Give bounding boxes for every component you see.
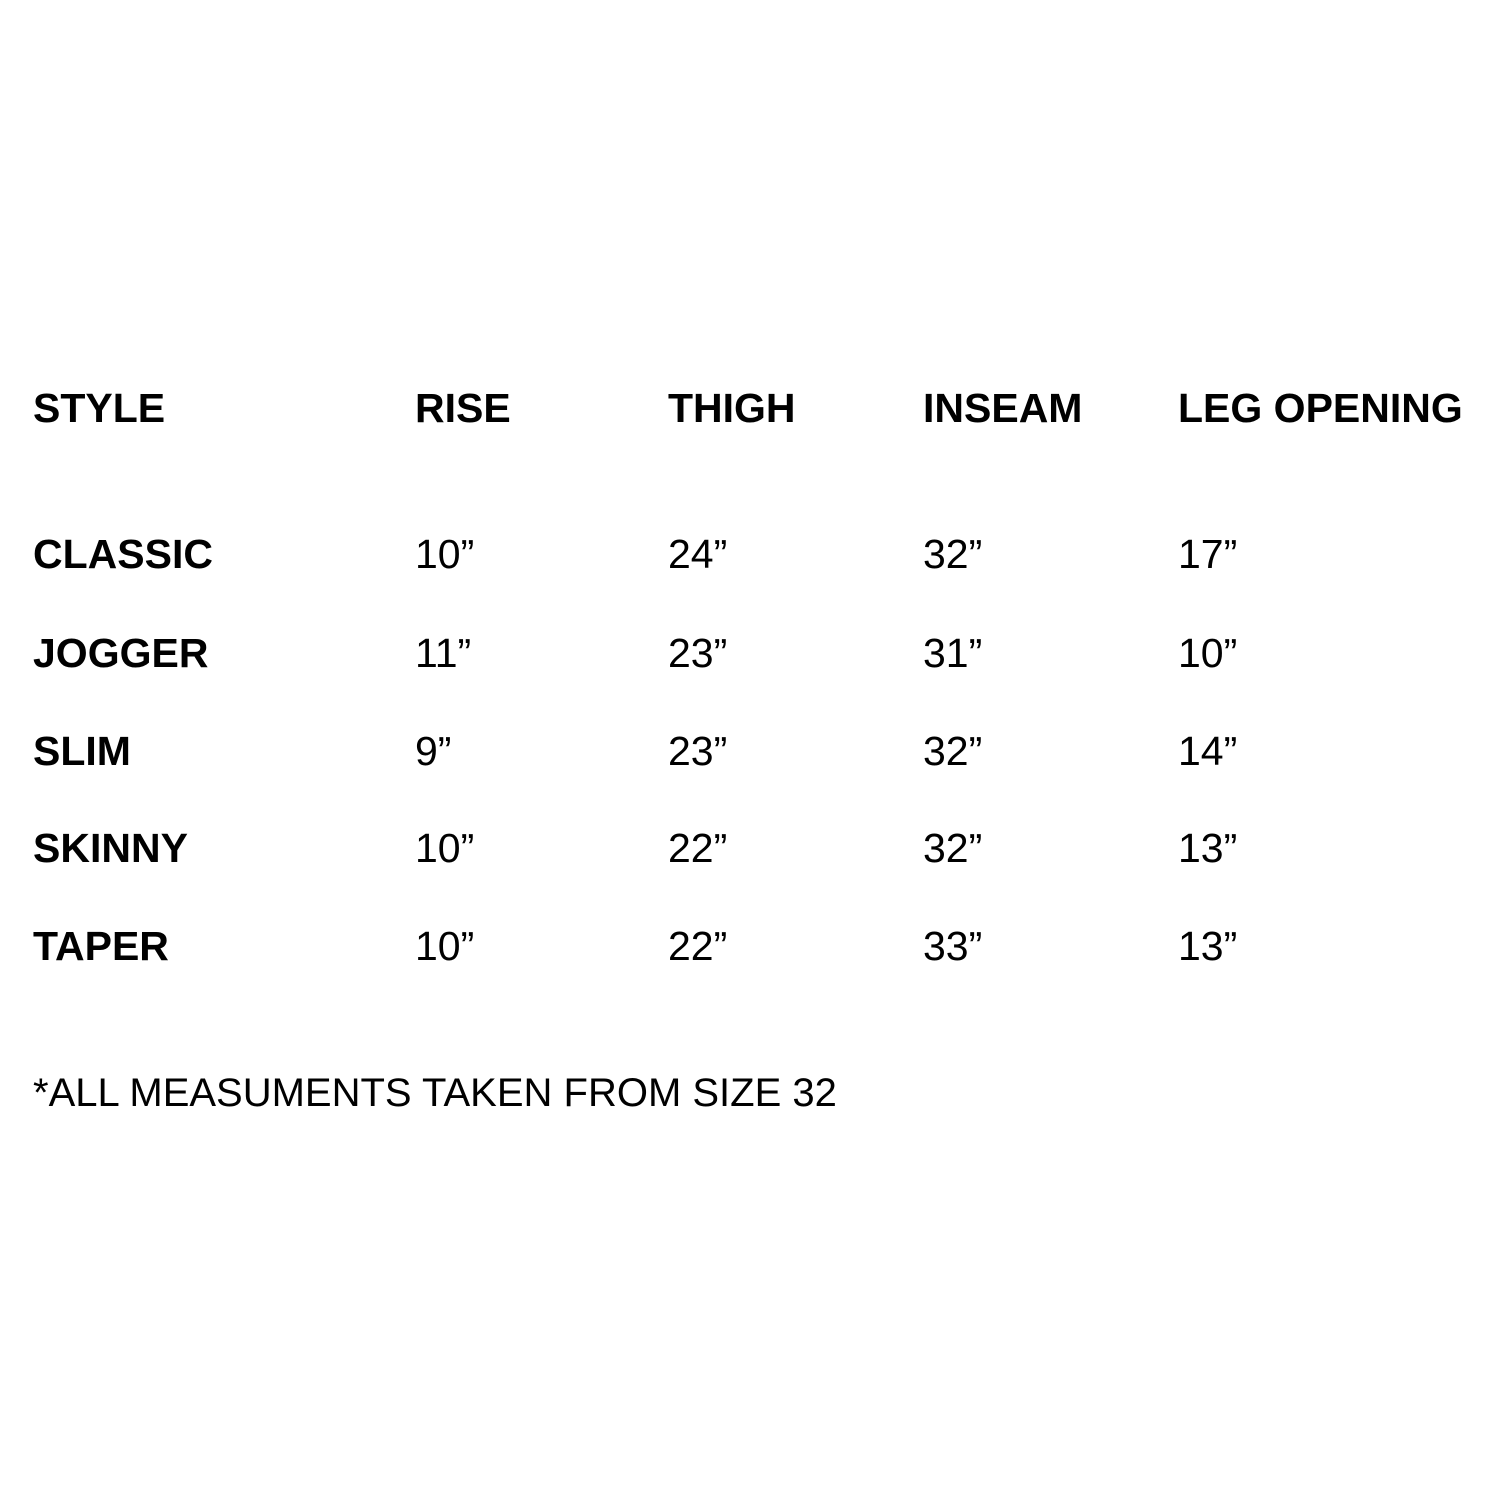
style-name: JOGGER xyxy=(33,630,209,676)
leg-opening-value: 10” xyxy=(1178,630,1238,676)
style-name: SLIM xyxy=(33,728,131,774)
rise-value: 10” xyxy=(415,531,475,577)
header-inseam: INSEAM xyxy=(923,385,1083,431)
header-style: STYLE xyxy=(33,385,166,431)
table-header-row: STYLE RISE THIGH INSEAM LEG OPENING xyxy=(0,383,1500,433)
leg-opening-value: 13” xyxy=(1178,923,1238,969)
rise-value: 9” xyxy=(415,728,452,774)
table-row: TAPER 10” 22” 33” 13” xyxy=(0,921,1500,971)
thigh-value: 23” xyxy=(668,728,728,774)
header-leg-opening: LEG OPENING xyxy=(1178,385,1463,431)
header-thigh: THIGH xyxy=(668,385,796,431)
table-row: JOGGER 11” 23” 31” 10” xyxy=(0,628,1500,678)
table-row: SKINNY 10” 22” 32” 13” xyxy=(0,823,1500,873)
leg-opening-value: 13” xyxy=(1178,825,1238,871)
style-name: TAPER xyxy=(33,923,169,969)
leg-opening-value: 14” xyxy=(1178,728,1238,774)
style-name: CLASSIC xyxy=(33,531,213,577)
inseam-value: 31” xyxy=(923,630,983,676)
style-name: SKINNY xyxy=(33,825,188,871)
rise-value: 10” xyxy=(415,825,475,871)
inseam-value: 33” xyxy=(923,923,983,969)
rise-value: 10” xyxy=(415,923,475,969)
footnote: *ALL MEASUMENTS TAKEN FROM SIZE 32 xyxy=(33,1071,837,1115)
inseam-value: 32” xyxy=(923,531,983,577)
thigh-value: 22” xyxy=(668,825,728,871)
inseam-value: 32” xyxy=(923,825,983,871)
table-row: SLIM 9” 23” 32” 14” xyxy=(0,726,1500,776)
rise-value: 11” xyxy=(415,630,472,676)
thigh-value: 22” xyxy=(668,923,728,969)
header-rise: RISE xyxy=(415,385,511,431)
inseam-value: 32” xyxy=(923,728,983,774)
leg-opening-value: 17” xyxy=(1178,531,1238,577)
table-row: CLASSIC 10” 24” 32” 17” xyxy=(0,529,1500,579)
thigh-value: 24” xyxy=(668,531,728,577)
thigh-value: 23” xyxy=(668,630,728,676)
